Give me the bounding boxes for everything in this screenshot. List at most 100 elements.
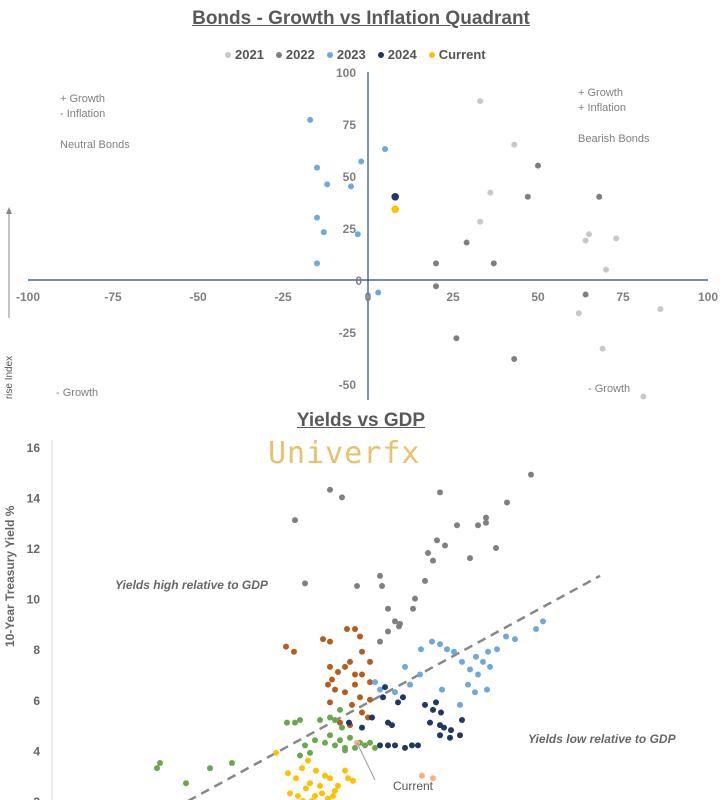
- chart2-point-series-1: [359, 709, 365, 716]
- chart2-point-series-5: [287, 790, 293, 797]
- chart2-point-series-5: [295, 792, 301, 799]
- chart2-point-series-2: [494, 646, 500, 653]
- chart1-x-tick: -75: [104, 290, 122, 304]
- chart2-point-series-2: [437, 641, 443, 648]
- chart2-point-series-2: [429, 638, 435, 645]
- chart2-point-series-5: [285, 770, 291, 777]
- legend-label: 2022: [285, 47, 315, 62]
- chart2-point-series-5: [319, 790, 325, 797]
- chart2-point-series-1: [367, 679, 373, 686]
- chart2-y-tick: 16: [27, 441, 41, 455]
- chart2-point-series-1: [359, 671, 365, 678]
- chart2-point-series-2: [402, 663, 408, 670]
- chart2-point-series-3: [437, 732, 443, 739]
- chart2-current-pointer: [356, 742, 376, 781]
- chart2-point-series-4: [347, 734, 353, 741]
- chart1-point-2022: [535, 162, 541, 169]
- chart2-point-series-3: [400, 694, 406, 701]
- chart2-point-series-3: [457, 732, 463, 739]
- legend-label: Current: [438, 47, 486, 62]
- legend-label: 2023: [336, 47, 366, 62]
- chart2-point-series-1: [335, 668, 341, 675]
- annotation-yields-high: Yields high relative to GDP: [115, 578, 268, 592]
- chart2-point-series-5: [332, 787, 338, 794]
- chart1-y-tick: 25: [343, 222, 357, 236]
- chart2-point-series-2: [451, 648, 457, 655]
- chart2-point-series-4: [312, 737, 318, 744]
- chart2-point-series-3: [377, 742, 383, 749]
- chart2-y-tick: 12: [27, 542, 41, 556]
- chart2-point-series-0: [483, 514, 489, 521]
- chart1-y-tick: 100: [336, 66, 356, 80]
- chart1-point-2021: [599, 345, 606, 352]
- chart2-y-tick: 2: [33, 795, 40, 800]
- chart2-point-series-2: [457, 701, 463, 708]
- ql-tr-2: Bearish Bonds: [578, 133, 650, 145]
- chart2-point-series-3: [459, 717, 465, 724]
- ql-br-0: - Growth: [588, 383, 631, 395]
- chart2-point-series-2: [444, 646, 450, 653]
- chart1-x-tick: 50: [531, 290, 545, 304]
- chart2-point-series-1: [329, 676, 335, 683]
- chart2-point-series-4: [183, 780, 189, 787]
- legend-item-2023: 2023: [326, 47, 366, 62]
- chart2-point-series-5: [305, 757, 311, 764]
- chart2-point-series-1: [352, 681, 358, 688]
- chart1-y-arrowhead: [6, 207, 12, 214]
- chart2-point-series-4: [337, 737, 343, 744]
- chart2-y-tick: 10: [27, 593, 41, 607]
- chart1-point-2022: [453, 335, 460, 342]
- chart2-point-series-2: [377, 686, 383, 693]
- chart1-point-2021: [657, 306, 664, 313]
- chart2-point-series-0: [385, 605, 391, 612]
- chart1-x-tick: 25: [446, 290, 460, 304]
- chart1-point-current: [391, 205, 400, 214]
- chart2-point-series-4: [154, 765, 160, 772]
- chart2-point-series-5: [342, 767, 348, 774]
- chart2-point-series-4: [292, 719, 298, 726]
- chart2-point-series-0: [379, 582, 385, 589]
- chart2-y-tick: 8: [33, 643, 40, 657]
- chart1-point-2021: [586, 231, 592, 238]
- chart2-point-series-2: [487, 663, 493, 670]
- chart2-point-series-4: [297, 752, 303, 759]
- chart2-point-series-1: [332, 686, 338, 693]
- chart2-point-series-4: [337, 706, 343, 713]
- chart2-point-series-0: [483, 519, 489, 526]
- chart2-point-series-1: [352, 671, 358, 678]
- chart2-point-series-1: [327, 663, 333, 670]
- chart2-point-series-1: [349, 701, 355, 708]
- chart2-point-series-1: [367, 696, 373, 703]
- chart2-point-series-0: [454, 522, 460, 529]
- chart2-point-series-0: [442, 542, 448, 549]
- chart2-point-series-0: [425, 550, 431, 557]
- chart2-point-series-0: [434, 537, 440, 544]
- chart1-point-2023: [314, 214, 320, 221]
- chart2-point-series-6: [419, 772, 425, 779]
- chart1-point-2023: [307, 116, 314, 123]
- chart2-point-series-0: [292, 517, 298, 524]
- chart2-point-series-0: [392, 618, 398, 625]
- chart1-point-2022: [490, 260, 497, 267]
- chart2-point-series-1: [325, 681, 331, 688]
- quadrant-top-left-label: + Growth - Inflation Neutral Bonds: [60, 92, 130, 153]
- chart2-point-series-2: [407, 681, 413, 688]
- chart2-point-series-1: [352, 625, 358, 632]
- legend-dot: [225, 51, 231, 58]
- chart1-point-2022: [433, 283, 439, 290]
- chart2-point-series-4: [367, 739, 373, 746]
- chart2-point-series-4: [327, 732, 333, 739]
- chart2-point-series-1: [347, 658, 353, 665]
- chart2-point-series-4: [284, 719, 290, 726]
- chart1-point-2021: [575, 310, 582, 317]
- chart1-point-2023: [314, 260, 320, 267]
- chart2-point-series-5: [317, 782, 323, 789]
- chart2-point-series-0: [475, 522, 481, 529]
- chart2-point-series-5: [312, 792, 318, 799]
- chart2-point-series-3: [402, 744, 408, 751]
- chart2-point-series-1: [359, 648, 365, 655]
- chart2-point-series-5: [330, 792, 336, 799]
- chart1-point-2023: [358, 158, 365, 165]
- legend-dot: [326, 51, 333, 58]
